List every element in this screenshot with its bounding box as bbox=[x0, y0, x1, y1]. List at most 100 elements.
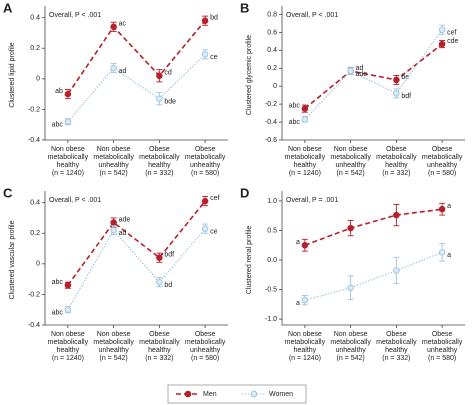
point-label: abc bbox=[52, 121, 64, 128]
y-tick-label: -0.4 bbox=[28, 137, 40, 144]
point-label: abc bbox=[289, 119, 301, 126]
x-tick-label: Non obese bbox=[288, 331, 322, 338]
point-label: ab bbox=[55, 88, 63, 95]
point-label: ad bbox=[356, 65, 364, 72]
x-tick-label: Non obese bbox=[51, 331, 85, 338]
point bbox=[201, 51, 209, 58]
legend-label: Men bbox=[203, 391, 217, 398]
x-tick-label: unhealthy bbox=[335, 347, 366, 354]
annotation: Overall, P = .001 bbox=[286, 197, 338, 204]
point bbox=[393, 76, 400, 84]
point-label: ade bbox=[119, 216, 131, 223]
point bbox=[64, 90, 72, 98]
x-tick-label: metabolically bbox=[285, 339, 326, 346]
x-tick-label: (n = 580) bbox=[428, 355, 456, 362]
point bbox=[438, 40, 446, 48]
point-label: cef bbox=[210, 195, 219, 202]
point-label: ce bbox=[210, 54, 218, 61]
x-tick-label: unhealthy bbox=[427, 347, 458, 354]
x-tick-label: Obese bbox=[386, 331, 407, 338]
point bbox=[301, 116, 309, 123]
point bbox=[201, 225, 209, 232]
point-label: bd bbox=[210, 15, 218, 22]
x-tick-label: metabolically bbox=[285, 154, 326, 161]
point-label: a bbox=[296, 239, 300, 246]
point-label: cef bbox=[447, 30, 456, 37]
x-tick-label: (n = 542) bbox=[337, 170, 365, 177]
panel-label: D bbox=[240, 185, 249, 200]
x-tick-label: Non obese bbox=[97, 331, 131, 338]
point bbox=[393, 211, 400, 219]
point bbox=[64, 306, 72, 313]
x-tick-label: unhealthy bbox=[98, 162, 129, 169]
point bbox=[64, 118, 72, 125]
x-tick-label: Non obese bbox=[334, 146, 368, 153]
x-tick-label: healthy bbox=[294, 162, 317, 169]
y-tick-label: 0.4 bbox=[30, 199, 40, 206]
x-tick-label: Obese bbox=[149, 331, 170, 338]
point bbox=[438, 249, 446, 256]
x-tick-label: healthy bbox=[148, 347, 171, 354]
x-tick-label: (n = 1240) bbox=[289, 355, 321, 362]
x-tick-label: metabolically bbox=[48, 339, 89, 346]
point bbox=[347, 67, 354, 75]
x-tick-label: (n = 332) bbox=[382, 170, 410, 177]
x-tick-label: healthy bbox=[148, 162, 171, 169]
annotation: Overall, P < .001 bbox=[49, 197, 101, 204]
y-axis-label: Clustered renal profile bbox=[246, 226, 253, 295]
point-label: a bbox=[447, 203, 451, 210]
point bbox=[156, 72, 163, 80]
point bbox=[201, 17, 209, 24]
y-tick-label: -0.4 bbox=[265, 119, 277, 126]
y-tick-label: 0.2 bbox=[30, 230, 40, 237]
x-tick-label: (n = 1240) bbox=[52, 355, 84, 362]
x-tick-label: metabolically bbox=[93, 339, 134, 346]
x-tick-label: metabolically bbox=[376, 339, 417, 346]
x-tick-label: healthy bbox=[385, 347, 408, 354]
point-label: bdf bbox=[401, 93, 411, 100]
x-tick-label: Non obese bbox=[97, 146, 131, 153]
x-tick-label: Obese bbox=[195, 146, 216, 153]
x-tick-label: metabolically bbox=[48, 154, 89, 161]
x-tick-label: (n = 542) bbox=[337, 355, 365, 362]
x-tick-label: unhealthy bbox=[190, 162, 221, 169]
y-tick-label: -0.2 bbox=[28, 106, 40, 113]
point bbox=[110, 219, 117, 226]
point bbox=[393, 267, 400, 274]
point-label: bd bbox=[164, 282, 172, 289]
y-tick-label: 0.2 bbox=[30, 45, 40, 52]
x-tick-label: (n = 580) bbox=[428, 170, 456, 177]
legend-marker bbox=[184, 390, 192, 398]
point-label: ce bbox=[210, 228, 218, 235]
series-line bbox=[304, 29, 443, 120]
annotation: Overall, P < .001 bbox=[49, 12, 101, 19]
point-label: be bbox=[401, 74, 409, 81]
point-label: ad bbox=[119, 230, 127, 237]
legend-box bbox=[167, 384, 307, 404]
x-tick-label: (n = 542) bbox=[100, 170, 128, 177]
y-tick-label: -0.2 bbox=[28, 291, 40, 298]
point bbox=[301, 105, 309, 112]
panel-label: B bbox=[240, 0, 249, 15]
point bbox=[201, 197, 209, 205]
series-line bbox=[67, 228, 206, 310]
x-tick-label: healthy bbox=[385, 162, 408, 169]
y-tick-label: 0.6 bbox=[267, 29, 277, 36]
point-label: ade bbox=[356, 71, 368, 78]
y-axis-label: Clustered vascular profile bbox=[9, 220, 16, 299]
y-tick-label: 0.2 bbox=[267, 65, 277, 72]
x-tick-label: Obese bbox=[195, 331, 216, 338]
y-tick-label: -0.2 bbox=[265, 101, 277, 108]
y-axis-label: Clustered lipid profile bbox=[9, 42, 16, 107]
point-label: cd bbox=[164, 70, 172, 77]
series-line bbox=[67, 200, 206, 286]
x-tick-label: (n = 580) bbox=[191, 355, 219, 362]
point-label: ac bbox=[119, 21, 127, 28]
y-tick-label: -0.6 bbox=[265, 137, 277, 144]
x-tick-label: Non obese bbox=[334, 331, 368, 338]
point-label: ad bbox=[119, 68, 127, 75]
x-tick-label: (n = 580) bbox=[191, 170, 219, 177]
y-tick-label: 0.8 bbox=[267, 11, 277, 18]
point bbox=[110, 64, 117, 72]
